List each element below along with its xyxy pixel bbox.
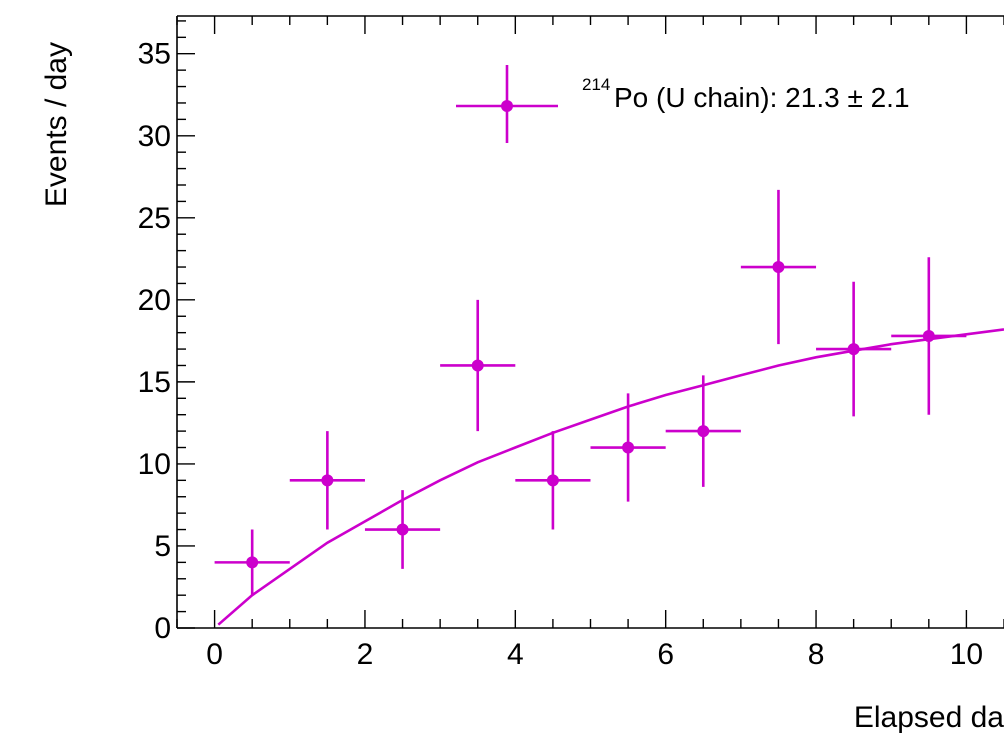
- y-axis-title: Events / day: [40, 42, 73, 207]
- y-tick-label: 35: [138, 38, 171, 71]
- tick-labels: 0 5 10 15 20 25 30 35 0 2 4 6 8 10: [138, 38, 983, 671]
- data-marker: [546, 474, 559, 487]
- data-marker: [622, 441, 635, 454]
- y-tick-label: 10: [138, 448, 171, 481]
- y-tick-label: 30: [138, 120, 171, 153]
- legend-marker: [501, 100, 513, 112]
- data-marker: [772, 261, 785, 274]
- legend-superscript: 214: [582, 75, 610, 94]
- data-marker: [922, 329, 935, 342]
- data-points-layer: [214, 189, 967, 596]
- data-point: [289, 431, 365, 530]
- data-point: [590, 393, 666, 502]
- x-tick-label: 4: [507, 638, 524, 671]
- y-tick-label: 0: [154, 612, 171, 645]
- data-marker: [697, 425, 710, 438]
- data-marker: [321, 474, 334, 487]
- x-tick-label: 10: [950, 638, 983, 671]
- axis-ticks: [176, 16, 1004, 629]
- y-tick-label: 25: [138, 202, 171, 235]
- data-point: [816, 281, 892, 417]
- x-tick-label: 2: [357, 638, 374, 671]
- x-tick-label: 6: [657, 638, 674, 671]
- data-point: [740, 189, 817, 345]
- data-point: [891, 257, 967, 415]
- fit-curve-layer: [217, 328, 1004, 626]
- data-point: [214, 529, 290, 596]
- data-point: [440, 299, 516, 432]
- legend-label: Po (U chain): 21.3 ± 2.1: [614, 82, 910, 113]
- y-tick-label: 20: [138, 284, 171, 317]
- data-marker: [396, 523, 409, 536]
- data-point: [665, 375, 741, 487]
- data-point: [515, 431, 591, 530]
- legend: 214 Po (U chain): 21.3 ± 2.1: [456, 65, 910, 143]
- data-marker: [471, 359, 484, 372]
- data-marker: [246, 556, 259, 569]
- y-tick-label: 5: [154, 530, 171, 563]
- y-tick-label: 15: [138, 366, 171, 399]
- x-tick-label: 0: [206, 638, 223, 671]
- fit-curve: [217, 328, 1004, 626]
- data-marker: [847, 343, 860, 356]
- data-point: [364, 490, 441, 569]
- x-axis-title: Elapsed da: [854, 701, 1004, 734]
- x-tick-label: 8: [808, 638, 825, 671]
